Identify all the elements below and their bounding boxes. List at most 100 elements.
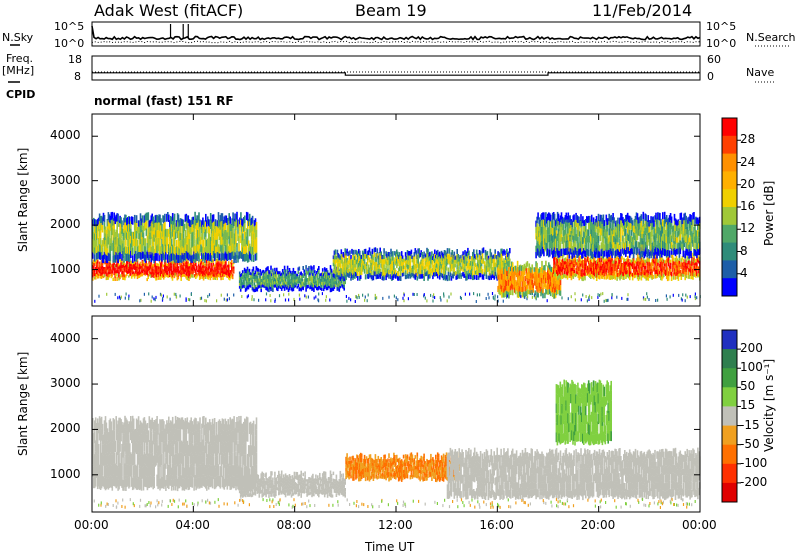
heatmap-cell: [459, 258, 461, 263]
heatmap-cell: [374, 247, 377, 253]
heatmap-cell: [219, 222, 222, 230]
heatmap-cell: [157, 272, 159, 275]
heatmap-cell: [451, 259, 454, 265]
heatmap-cell: [351, 273, 353, 279]
heatmap-cell: [652, 262, 654, 267]
heatmap-cell: [116, 261, 118, 265]
heatmap-cell: [430, 272, 432, 277]
heatmap-cell: [517, 277, 520, 283]
heatmap-cell: [584, 250, 586, 257]
heatmap-cell: [625, 265, 627, 271]
heatmap-cell: [213, 237, 216, 246]
heatmap-cell: [443, 250, 446, 255]
heatmap-cell: [672, 272, 675, 276]
heatmap-cell: [453, 255, 456, 260]
heatmap-cell: [342, 280, 344, 285]
heatmap-cell: [618, 250, 620, 258]
heatmap-cell: [620, 213, 622, 221]
heatmap-cell: [540, 242, 542, 250]
heatmap-cell: [113, 229, 115, 238]
heatmap-cell: [632, 231, 635, 239]
heatmap-cell: [641, 271, 644, 275]
heatmap-cell: [493, 254, 495, 259]
heatmap-cell: [140, 266, 143, 269]
heatmap-cell: [304, 278, 306, 282]
heatmap-cell: [340, 277, 343, 281]
heatmap-cell: [612, 266, 614, 270]
heatmap-cell: [304, 284, 306, 288]
heatmap-cell: [217, 267, 219, 271]
heatmap-cell: [398, 261, 401, 267]
heatmap-cell: [458, 257, 460, 262]
heatmap-cell: [314, 284, 316, 288]
heatmap-cell: [345, 275, 347, 281]
heatmap-cell: [583, 248, 585, 254]
heatmap-cell: [600, 249, 603, 257]
heatmap-cell: [157, 223, 159, 231]
heatmap-cell: [622, 267, 624, 272]
heatmap-cell: [437, 252, 440, 258]
heatmap-cell: [344, 278, 346, 282]
heatmap-cell: [564, 228, 567, 236]
heatmap-cell: [581, 232, 583, 240]
heatmap-cell: [451, 264, 454, 269]
heatmap-cell: [369, 273, 372, 278]
heatmap-cell: [337, 266, 340, 271]
heatmap-cell: [382, 254, 384, 260]
heatmap-cell: [134, 220, 137, 229]
heatmap-cell: [334, 264, 337, 270]
heatmap-cell: [523, 263, 526, 270]
heatmap-cell: [415, 263, 418, 269]
heatmap-cell: [455, 271, 457, 276]
heatmap-cell: [392, 251, 394, 256]
heatmap-cell: [211, 273, 214, 277]
heatmap-cell: [357, 276, 359, 281]
heatmap-cell: [479, 268, 482, 273]
heatmap-cell: [325, 279, 328, 283]
heatmap-cell: [336, 258, 339, 264]
heatmap-cell: [695, 259, 697, 263]
heatmap-cell: [690, 276, 692, 280]
heatmap-cell: [540, 214, 542, 222]
heatmap-cell: [473, 249, 475, 255]
heatmap-cell: [620, 220, 622, 228]
heatmap-cell: [550, 234, 553, 241]
heatmap-cell: [569, 221, 571, 229]
heatmap-cell: [557, 243, 560, 251]
heatmap-cell: [317, 283, 319, 287]
heatmap-cell: [224, 266, 226, 270]
heatmap-cell: [427, 275, 429, 281]
heatmap-cell: [339, 255, 342, 260]
heatmap-cell: [178, 255, 181, 263]
heatmap-cell: [200, 273, 203, 277]
heatmap-cell: [379, 247, 381, 253]
heatmap-cell: [517, 282, 520, 288]
heatmap-cell: [216, 259, 218, 263]
heatmap-cell: [564, 257, 567, 261]
heatmap-cell: [518, 286, 521, 292]
heatmap-cell: [162, 273, 164, 276]
heatmap-cell: [205, 221, 207, 230]
heatmap-cell: [536, 291, 538, 298]
heatmap-cell: [560, 266, 563, 270]
heatmap-cell: [358, 249, 360, 254]
heatmap-cell: [649, 271, 651, 275]
heatmap-cell: [201, 246, 203, 253]
heatmap-cell: [215, 233, 218, 240]
heatmap-cell: [369, 268, 372, 274]
heatmap-cell: [620, 257, 622, 263]
heatmap-cell: [99, 266, 102, 269]
heatmap-cell: [104, 246, 107, 254]
heatmap-cell: [436, 259, 439, 265]
heatmap-cell: [454, 256, 457, 260]
heatmap-cell: [335, 266, 338, 271]
heatmap-cell: [469, 269, 471, 274]
heatmap-cell: [133, 222, 136, 231]
heatmap-cell: [603, 262, 606, 267]
heatmap-cell: [244, 273, 247, 277]
heatmap-cell: [536, 236, 538, 243]
heatmap-cell: [470, 261, 472, 266]
heatmap-cell: [274, 271, 276, 275]
heatmap-cell: [466, 275, 468, 281]
heatmap-cell: [329, 278, 332, 284]
